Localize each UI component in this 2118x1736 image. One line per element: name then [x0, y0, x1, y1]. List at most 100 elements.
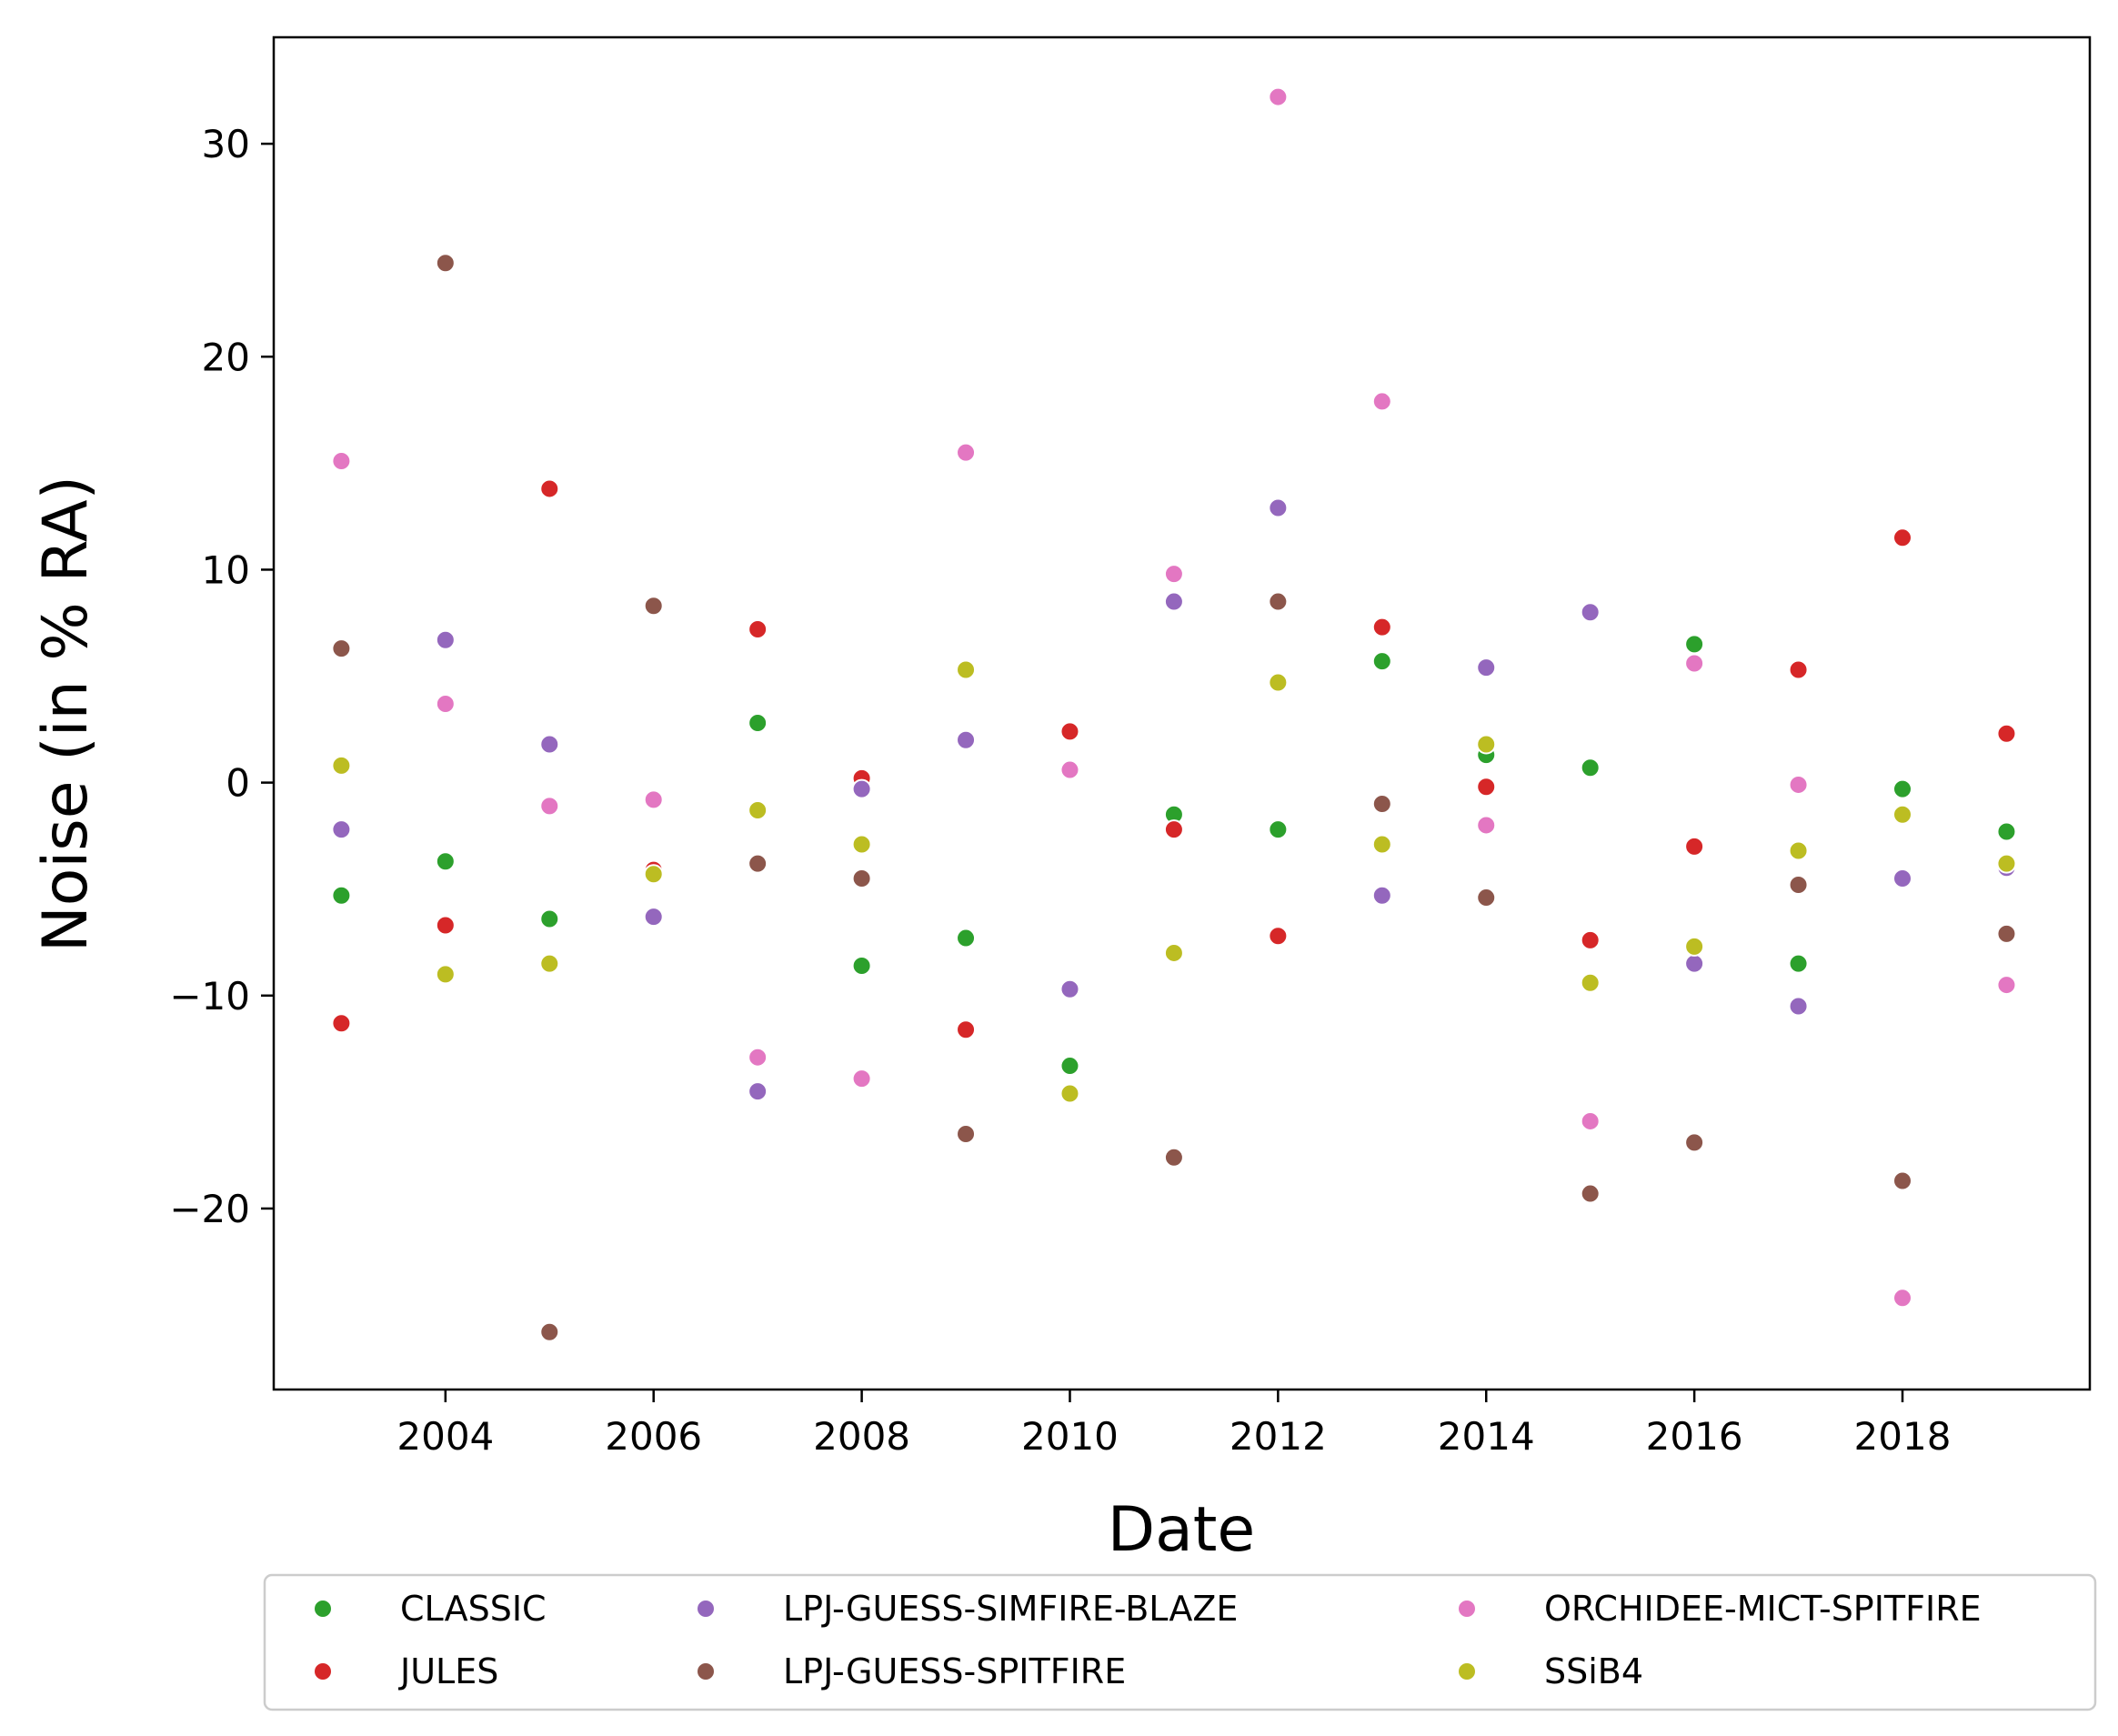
data-point [956, 659, 977, 680]
legend-item-label: LPJ-GUESS-SPITFIRE [783, 1651, 1126, 1691]
data-point [748, 1081, 768, 1102]
data-point [851, 834, 872, 855]
y-tick-label: 20 [202, 335, 250, 379]
legend-marker [696, 1599, 716, 1619]
legend-item-label: ORCHIDEE-MICT-SPITFIRE [1544, 1589, 1982, 1629]
data-point [643, 907, 664, 928]
data-point [748, 800, 768, 821]
data-point [1788, 840, 1809, 861]
data-point [1892, 868, 1913, 888]
legend-marker [1457, 1599, 1477, 1619]
data-point [331, 819, 352, 840]
data-point [748, 619, 768, 640]
data-point [1580, 758, 1601, 778]
data-point [643, 789, 664, 810]
data-point [331, 885, 352, 906]
data-point [851, 1069, 872, 1089]
data-point [1788, 774, 1809, 795]
data-point [956, 442, 977, 463]
data-point [1580, 602, 1601, 623]
data-point [1476, 815, 1497, 836]
data-point [643, 864, 664, 885]
data-point [748, 853, 768, 874]
data-point [1684, 936, 1705, 957]
data-point [1892, 804, 1913, 825]
data-point [1163, 1147, 1184, 1168]
y-tick-label: 10 [202, 547, 250, 592]
data-point [1996, 853, 2017, 874]
data-point [1996, 923, 2017, 944]
data-point [1788, 875, 1809, 896]
data-point [1684, 836, 1705, 857]
data-point [748, 1047, 768, 1068]
data-point [435, 253, 456, 274]
x-tick-label: 2010 [1021, 1414, 1119, 1459]
data-point [956, 1019, 977, 1040]
data-point [1163, 942, 1184, 963]
data-point [1580, 972, 1601, 993]
data-point [1163, 819, 1184, 840]
data-point [331, 451, 352, 472]
legend-marker [313, 1661, 333, 1681]
x-axis-label: Date [1108, 1494, 1256, 1566]
data-point [539, 953, 560, 974]
data-point [435, 851, 456, 872]
data-point [435, 964, 456, 985]
data-point [1788, 996, 1809, 1017]
x-tick-label: 2016 [1646, 1414, 1743, 1459]
data-point [1996, 821, 2017, 842]
data-point [1788, 953, 1809, 974]
data-point [1268, 497, 1289, 518]
data-point [851, 955, 872, 976]
data-point [1268, 926, 1289, 947]
data-point [1059, 1083, 1080, 1104]
data-point [1059, 1056, 1080, 1077]
legend: CLASSIC JULES LPJ-GUESS-SIMFIRE-BLAZE LPJ-G… [263, 1573, 2097, 1711]
x-tick-label: 2014 [1438, 1414, 1535, 1459]
y-tick-label: 0 [226, 761, 250, 806]
data-point [1268, 819, 1289, 840]
data-point [1684, 1132, 1705, 1153]
data-point [539, 908, 560, 929]
data-point [435, 915, 456, 936]
data-point [1268, 672, 1289, 693]
data-point [1163, 591, 1184, 612]
data-point [1892, 778, 1913, 799]
y-axis: −20 −10 0 10 20 30 [169, 122, 274, 1231]
data-point [1580, 1183, 1601, 1204]
data-point [1684, 653, 1705, 674]
data-point [1059, 759, 1080, 780]
legend-marker [1457, 1661, 1477, 1681]
data-point [1371, 617, 1392, 637]
data-point [1268, 86, 1289, 107]
y-tick-label: −20 [169, 1187, 250, 1231]
data-point [331, 638, 352, 659]
y-axis-label: Noise (in % RA) [30, 476, 102, 952]
data-point [1996, 975, 2017, 996]
legend-item-label: LPJ-GUESS-SIMFIRE-BLAZE [783, 1589, 1238, 1629]
data-point [435, 693, 456, 714]
data-point [1684, 953, 1705, 974]
legend-marker [313, 1599, 333, 1619]
legend-frame [263, 1573, 2097, 1711]
data-point [1476, 888, 1497, 908]
x-tick-label: 2008 [813, 1414, 910, 1459]
y-tick-label: −10 [169, 974, 250, 1019]
data-point [539, 734, 560, 755]
data-point [1476, 777, 1497, 798]
data-point [1580, 1110, 1601, 1131]
data-point [1892, 1288, 1913, 1309]
data-point [1371, 651, 1392, 672]
legend-item-label: SSiB4 [1544, 1651, 1643, 1691]
data-point [1580, 929, 1601, 950]
x-tick-label: 2006 [605, 1414, 702, 1459]
data-point [1476, 734, 1497, 755]
data-points [331, 86, 2017, 1342]
data-point [1059, 978, 1080, 999]
plot-frame [272, 35, 2092, 1391]
data-point [331, 1013, 352, 1034]
data-point [1371, 834, 1392, 855]
data-point [435, 629, 456, 650]
x-tick-label: 2018 [1854, 1414, 1952, 1459]
